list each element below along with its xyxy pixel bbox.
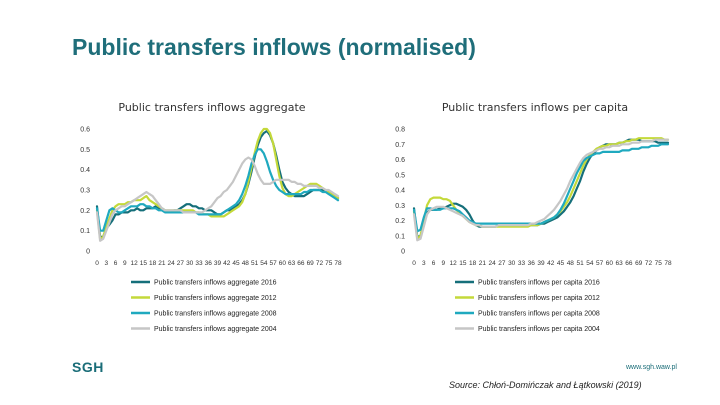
per-capita-x-tick-label: 24: [489, 260, 497, 267]
per-capita-x-tick-label: 15: [459, 260, 467, 267]
aggregate-x-tick-label: 63: [288, 260, 296, 267]
aggregate-x-tick-label: 66: [297, 260, 305, 267]
aggregate-x-tick-label: 36: [205, 260, 213, 267]
per-capita-y-tick-label: 0.5: [395, 172, 405, 179]
per-capita-x-tick-label: 72: [645, 260, 653, 267]
aggregate-legend-label: Public transfers inflows aggregate 2012: [154, 295, 277, 302]
aggregate-x-tick-label: 18: [149, 260, 157, 267]
per-capita-x-tick-label: 6: [432, 260, 436, 267]
per-capita-legend-label: Public transfers inflows per capita 2008: [478, 311, 600, 318]
aggregate-x-tick-label: 69: [307, 260, 315, 267]
aggregate-x-tick-label: 42: [223, 260, 231, 267]
aggregate-x-tick-label: 30: [186, 260, 194, 267]
aggregate-chart: Public transfers inflows aggregate 0 0.1 0.…: [80, 101, 342, 333]
per-capita-chart-title: Public transfers inflows per capita: [442, 101, 628, 114]
sgh-logo: SGH: [72, 359, 104, 375]
aggregate-x-tick-label: 75: [325, 260, 333, 267]
per-capita-x-tick-label: 66: [625, 260, 633, 267]
aggregate-x-tick-label: 78: [334, 260, 342, 267]
aggregate-x-tick-label: 51: [251, 260, 259, 267]
per-capita-x-tick-label: 42: [547, 260, 555, 267]
source-note: Source: Chłoń-Domińczak and Łątkowski (2…: [449, 380, 642, 390]
per-capita-x-tick-label: 33: [518, 260, 526, 267]
per-capita-x-tick-label: 21: [479, 260, 487, 267]
per-capita-x-tick-label: 27: [498, 260, 506, 267]
aggregate-y-tick-label: 0.5: [80, 147, 90, 154]
aggregate-x-tick-label: 21: [158, 260, 166, 267]
aggregate-chart-title: Public transfers inflows aggregate: [118, 101, 305, 114]
aggregate-x-tick-label: 45: [232, 260, 240, 267]
per-capita-x-tick-label: 48: [567, 260, 575, 267]
per-capita-x-tick-label: 45: [557, 260, 565, 267]
per-capita-legend-label: Public transfers inflows per capita 2004: [478, 326, 600, 333]
aggregate-x-tick-label: 33: [195, 260, 203, 267]
aggregate-x-tick-label: 15: [140, 260, 148, 267]
aggregate-y-tick-label: 0.1: [80, 228, 90, 235]
aggregate-series-line: [95, 127, 340, 240]
aggregate-x-tick-label: 54: [260, 260, 268, 267]
aggregate-x-tick-label: 9: [123, 260, 127, 267]
per-capita-x-tick-label: 69: [635, 260, 643, 267]
aggregate-x-tick-label: 39: [214, 260, 222, 267]
per-capita-x-tick-label: 75: [655, 260, 663, 267]
per-capita-x-tick-label: 9: [441, 260, 445, 267]
per-capita-y-tick-label: 0.1: [395, 233, 405, 240]
per-capita-y-tick-label: 0.3: [395, 203, 405, 210]
per-capita-x-tick-label: 12: [449, 260, 457, 267]
per-capita-series-line: [412, 138, 670, 242]
aggregate-x-tick-label: 60: [279, 260, 287, 267]
per-capita-x-tick-label: 54: [586, 260, 594, 267]
aggregate-y-tick-label: 0.2: [80, 208, 90, 215]
per-capita-series-line: [412, 143, 670, 233]
aggregate-x-tick-label: 3: [104, 260, 108, 267]
per-capita-x-tick-label: 39: [537, 260, 545, 267]
per-capita-y-tick-label: 0.8: [395, 127, 405, 134]
per-capita-x-tick-label: 3: [422, 260, 426, 267]
aggregate-x-tick-label: 0: [95, 260, 99, 267]
per-capita-x-tick-label: 36: [528, 260, 536, 267]
per-capita-y-tick-label: 0.2: [395, 218, 405, 225]
aggregate-y-tick-label: 0: [86, 249, 90, 256]
aggregate-legend-label: Public transfers inflows aggregate 2016: [154, 280, 277, 287]
aggregate-x-tick-label: 72: [316, 260, 324, 267]
aggregate-x-tick-label: 6: [114, 260, 118, 267]
per-capita-legend-label: Public transfers inflows per capita 2012: [478, 295, 600, 302]
slide-title: Public transfers inflows (normalised): [72, 34, 476, 60]
per-capita-y-tick-label: 0: [401, 249, 405, 256]
aggregate-x-tick-label: 12: [130, 260, 138, 267]
aggregate-y-tick-label: 0.6: [80, 127, 90, 134]
per-capita-chart: Public transfers inflows per capita 0 0.1 0…: [395, 101, 672, 333]
per-capita-legend-label: Public transfers inflows per capita 2016: [478, 280, 600, 287]
website-url[interactable]: www.sgh.waw.pl: [626, 364, 677, 371]
per-capita-x-tick-label: 57: [596, 260, 604, 267]
aggregate-y-tick-label: 0.3: [80, 188, 90, 195]
per-capita-x-tick-label: 51: [576, 260, 584, 267]
aggregate-series-line: [95, 148, 340, 232]
per-capita-y-tick-label: 0.4: [395, 188, 405, 195]
per-capita-x-tick-label: 60: [606, 260, 614, 267]
per-capita-x-tick-label: 18: [469, 260, 477, 267]
per-capita-y-tick-label: 0.7: [395, 142, 405, 149]
aggregate-x-tick-label: 27: [177, 260, 185, 267]
per-capita-x-tick-label: 78: [664, 260, 672, 267]
aggregate-y-tick-label: 0.4: [80, 167, 90, 174]
aggregate-series-line: [95, 156, 340, 242]
per-capita-y-tick-label: 0.6: [395, 157, 405, 164]
per-capita-x-tick-label: 0: [412, 260, 416, 267]
aggregate-legend-label: Public transfers inflows aggregate 2004: [154, 326, 277, 333]
aggregate-x-tick-label: 57: [269, 260, 277, 267]
aggregate-x-tick-label: 24: [168, 260, 176, 267]
aggregate-legend-label: Public transfers inflows aggregate 2008: [154, 311, 277, 318]
per-capita-x-tick-label: 63: [616, 260, 624, 267]
per-capita-x-tick-label: 30: [508, 260, 516, 267]
aggregate-x-tick-label: 48: [242, 260, 250, 267]
